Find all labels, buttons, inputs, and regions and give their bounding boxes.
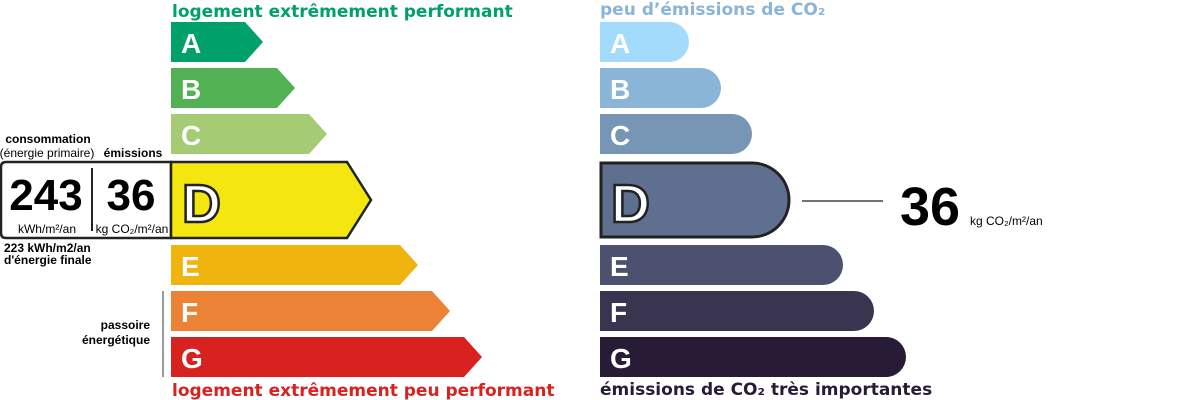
consumption-sublabel: (énergie primaire) xyxy=(0,146,94,160)
climate-class-c: C xyxy=(600,114,752,154)
emissions-unit: kg CO₂/m²/an xyxy=(96,222,169,236)
climate-class-g: G xyxy=(600,337,906,377)
energy-letter-d: D xyxy=(182,174,221,234)
energy-value-box: consommation (énergie primaire) émission… xyxy=(0,132,173,240)
energy-class-c: C xyxy=(171,114,327,154)
energy-class-g: G xyxy=(171,337,482,377)
energy-bottom-caption: logement extrêmement peu performant xyxy=(172,381,554,400)
energy-letter-g: G xyxy=(181,343,203,374)
climate-top-caption: peu d’émissions de CO₂ xyxy=(600,0,825,20)
energy-letter-f: F xyxy=(181,297,198,328)
energy-class-d-current: D xyxy=(169,160,373,240)
energy-top-caption: logement extrêmement performant xyxy=(172,2,513,22)
emissions-label: émissions xyxy=(104,146,163,160)
climate-class-e: E xyxy=(600,245,843,285)
passoire-line2: énergétique xyxy=(82,333,150,347)
climate-letter-e: E xyxy=(610,251,629,282)
climate-letter-a: A xyxy=(610,28,630,59)
climate-class-f: F xyxy=(600,291,874,331)
consumption-label: consommation xyxy=(5,132,90,146)
climate-letter-f: F xyxy=(610,297,627,328)
passoire-line1: passoire xyxy=(101,318,151,332)
final-energy-line1: 223 kWh/m2/an xyxy=(4,241,91,255)
climate-value: 36 xyxy=(900,177,960,237)
final-energy-line2: d'énergie finale xyxy=(4,253,92,267)
energy-letter-c: C xyxy=(181,120,201,151)
energy-class-b: B xyxy=(171,68,295,108)
climate-letter-c: C xyxy=(610,120,630,151)
climate-class-b: B xyxy=(600,68,721,108)
climate-letter-g: G xyxy=(610,343,632,374)
climate-class-d-current: D xyxy=(599,161,791,239)
energy-letter-e: E xyxy=(181,251,200,282)
consumption-unit: kWh/m²/an xyxy=(18,222,76,236)
energy-class-e: E xyxy=(171,245,418,285)
consumption-value: 243 xyxy=(9,171,82,220)
climate-class-a: A xyxy=(600,22,689,62)
climate-unit: kg CO₂/m²/an xyxy=(970,214,1043,228)
climate-letter-b: B xyxy=(610,74,630,105)
energy-letter-a: A xyxy=(181,28,201,59)
climate-letter-d: D xyxy=(611,174,650,234)
climate-bottom-caption: émissions de CO₂ très importantes xyxy=(600,380,932,400)
energy-class-f: F xyxy=(171,291,450,331)
emissions-value: 36 xyxy=(107,171,156,220)
energy-class-a: A xyxy=(171,22,263,62)
energy-letter-b: B xyxy=(181,74,201,105)
